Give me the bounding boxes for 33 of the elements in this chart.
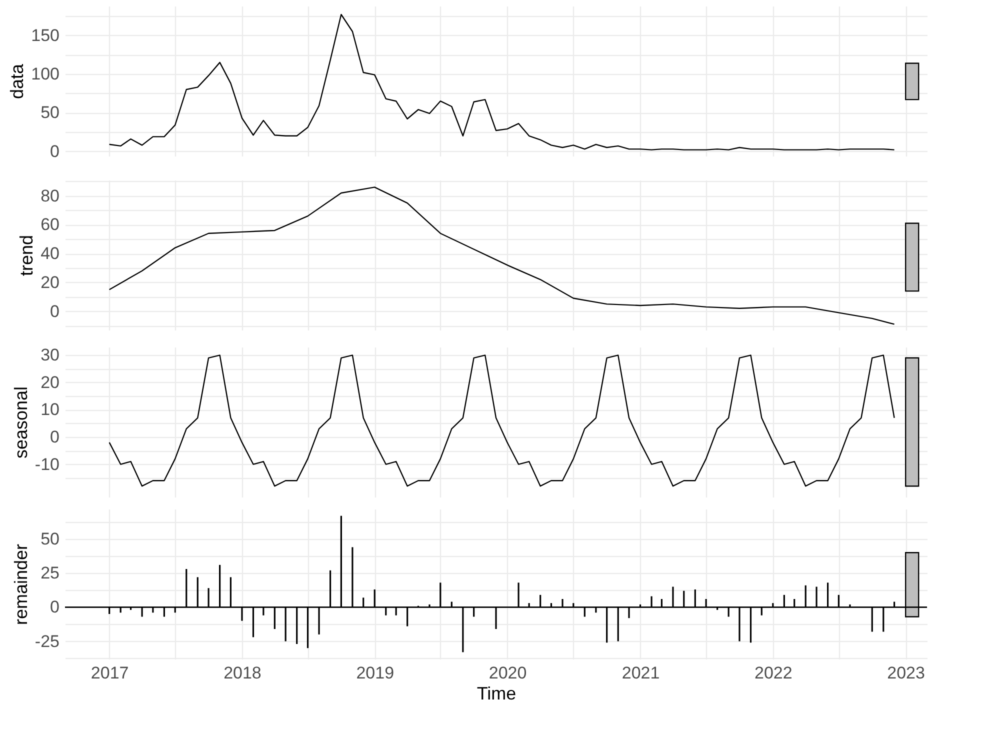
x-axis-title: Time [476, 684, 516, 704]
line-series [108, 14, 895, 150]
x-tick-label: 2018 [224, 664, 262, 682]
y-tick-label: 10 [40, 400, 60, 420]
y-tick-label: 0 [50, 598, 60, 617]
y-tick-label: 25 [40, 564, 60, 583]
x-tick-label: 2023 [887, 664, 925, 682]
y-axis-title: seasonal [10, 386, 31, 459]
x-tick-label: 2022 [754, 664, 792, 682]
x-tick-label: 2017 [90, 664, 129, 682]
y-tick-label: 20 [40, 372, 60, 392]
x-tick-label: 2019 [356, 664, 394, 682]
y-tick-label: -25 [34, 632, 60, 651]
y-tick-label: 50 [40, 530, 60, 548]
line-series [108, 354, 895, 487]
y-axis-title: remainder [10, 544, 31, 626]
y-tick-label: 50 [40, 103, 60, 122]
y-tick-label: 0 [50, 142, 60, 161]
y-tick-label: 20 [40, 272, 60, 292]
y-axis-title: data [7, 63, 28, 100]
y-tick-label: 100 [31, 64, 60, 84]
y-tick-label: -10 [34, 454, 60, 474]
x-tick-label: 2020 [488, 664, 527, 682]
y-tick-label: 0 [50, 302, 60, 321]
y-axis-title: trend [16, 234, 37, 276]
y-tick-label: 60 [40, 215, 60, 234]
line-series [108, 186, 895, 325]
y-tick-label: 150 [31, 26, 60, 45]
y-tick-label: 30 [40, 346, 60, 365]
y-tick-label: 40 [40, 244, 60, 264]
y-tick-label: 80 [40, 186, 60, 206]
x-tick-label: 2021 [622, 664, 660, 682]
y-tick-label: 0 [50, 428, 60, 446]
